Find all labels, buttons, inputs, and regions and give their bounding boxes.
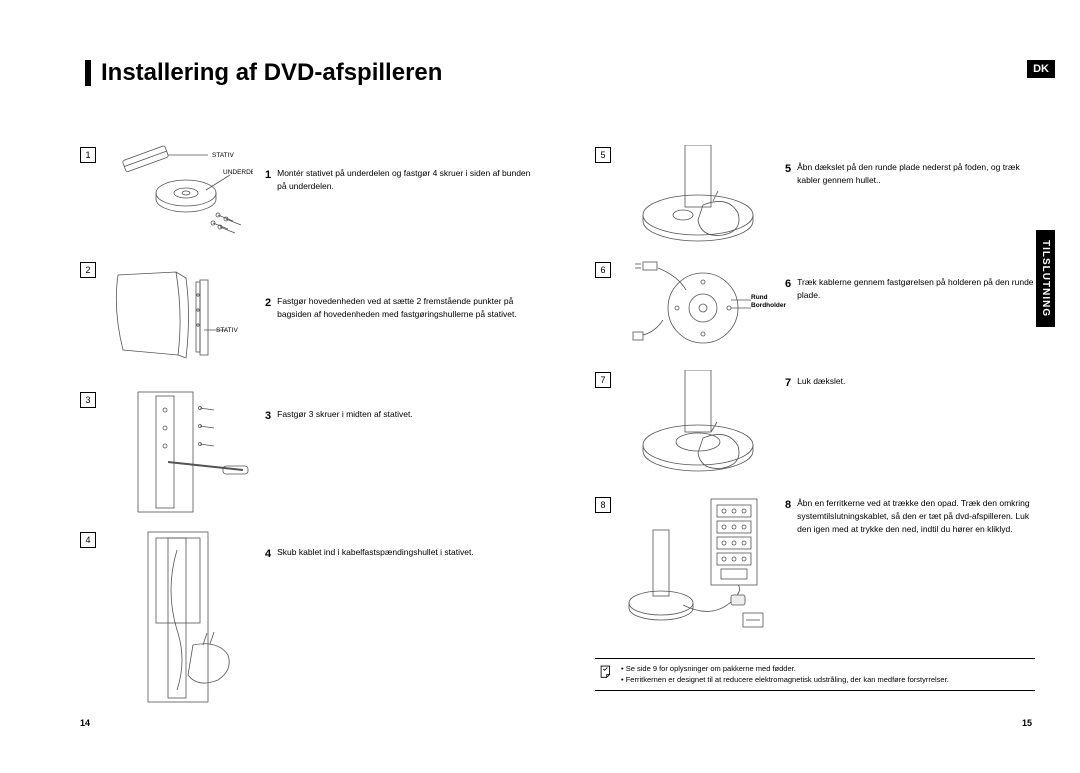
- note-line: Se side 9 for oplysninger om pakkerne me…: [626, 664, 796, 673]
- step-text: 4 Skub kablet ind i kabelfastspændingshu…: [265, 546, 535, 563]
- step-text: 6 Træk kablerne gennem fastgørelsen på h…: [785, 276, 1035, 302]
- section-tab: TILSLUTNING: [1036, 230, 1055, 327]
- step-text: 8 Åbn en ferritkerne ved at trække den o…: [785, 497, 1035, 535]
- illustration-4: [108, 530, 253, 705]
- step-number: 7: [785, 375, 791, 392]
- step-row: 3 3 Fastg: [80, 390, 535, 520]
- step-row: 8: [595, 495, 1035, 635]
- page-title: Installering af DVD-afspilleren: [85, 60, 442, 86]
- illustration-2: STATIV: [108, 260, 253, 370]
- step-text: 5 Åbn dækslet på den runde plade nederst…: [785, 161, 1035, 187]
- illustration-8: [623, 495, 773, 630]
- page-number-right: 15: [1022, 718, 1032, 728]
- note-box: • Se side 9 for oplysninger om pakkerne …: [595, 658, 1035, 691]
- step-number: 2: [265, 295, 271, 321]
- page-number-left: 14: [80, 718, 90, 728]
- illustration-1: STATIV UNDERDEL: [108, 145, 253, 240]
- step-row: 1: [80, 145, 535, 250]
- left-column: 1: [80, 145, 535, 720]
- step-number: 5: [785, 161, 791, 187]
- step-row: 7 7 Luk dækslet.: [595, 370, 1035, 485]
- square-number: 4: [80, 532, 96, 548]
- note-icon: [599, 664, 613, 678]
- language-badge: DK: [1027, 60, 1055, 78]
- square-number: 6: [595, 262, 611, 278]
- right-column: 5 5 Åbn dækslet på den runde plade neder…: [595, 145, 1035, 645]
- step-row: 5 5 Åbn dækslet på den runde plade neder…: [595, 145, 1035, 250]
- note-line: Ferritkernen er designet til at reducere…: [626, 675, 949, 684]
- illustration-3: [108, 390, 253, 515]
- label-stativ-2: STATIV: [216, 327, 238, 334]
- step-description: Fastgør hovedenheden ved at sætte 2 frem…: [277, 295, 535, 321]
- step-description: Luk dækslet.: [797, 375, 845, 392]
- square-number: 3: [80, 392, 96, 408]
- label-rund-bordholder: RundBordholder: [751, 294, 786, 310]
- label-stativ: STATIV: [212, 152, 234, 159]
- step-number: 8: [785, 497, 791, 535]
- square-number: 7: [595, 372, 611, 388]
- step-text: 2 Fastgør hovedenheden ved at sætte 2 fr…: [265, 295, 535, 321]
- step-number: 1: [265, 167, 271, 193]
- step-number: 3: [265, 408, 271, 425]
- step-description: Træk kablerne gennem fastgørelsen på hol…: [797, 276, 1035, 302]
- step-text: 1 Montér stativet på underdelen og fastg…: [265, 167, 535, 193]
- step-description: Åbn dækslet på den runde plade nederst p…: [797, 161, 1035, 187]
- step-row: 4 4 Skub kablet ind i kabelfastspændings…: [80, 530, 535, 710]
- illustration-7: [623, 370, 773, 480]
- step-text: 3 Fastgør 3 skruer i midten af stativet.: [265, 408, 535, 425]
- step-number: 4: [265, 546, 271, 563]
- square-number: 8: [595, 497, 611, 513]
- illustration-5: [623, 145, 773, 245]
- step-description: Åbn en ferritkerne ved at trække den opa…: [797, 497, 1035, 535]
- square-number: 1: [80, 147, 96, 163]
- step-row: 2 STATIV 2 Fastgør hove: [80, 260, 535, 380]
- step-text: 7 Luk dækslet.: [785, 375, 1035, 392]
- note-text: • Se side 9 for oplysninger om pakkerne …: [621, 664, 949, 685]
- step-description: Fastgør 3 skruer i midten af stativet.: [277, 408, 413, 425]
- square-number: 5: [595, 147, 611, 163]
- illustration-6: RundBordholder: [623, 260, 773, 355]
- label-underdel: UNDERDEL: [223, 169, 253, 176]
- step-description: Montér stativet på underdelen og fastgør…: [277, 167, 535, 193]
- step-row: 6: [595, 260, 1035, 360]
- square-number: 2: [80, 262, 96, 278]
- step-description: Skub kablet ind i kabelfastspændingshull…: [277, 546, 474, 563]
